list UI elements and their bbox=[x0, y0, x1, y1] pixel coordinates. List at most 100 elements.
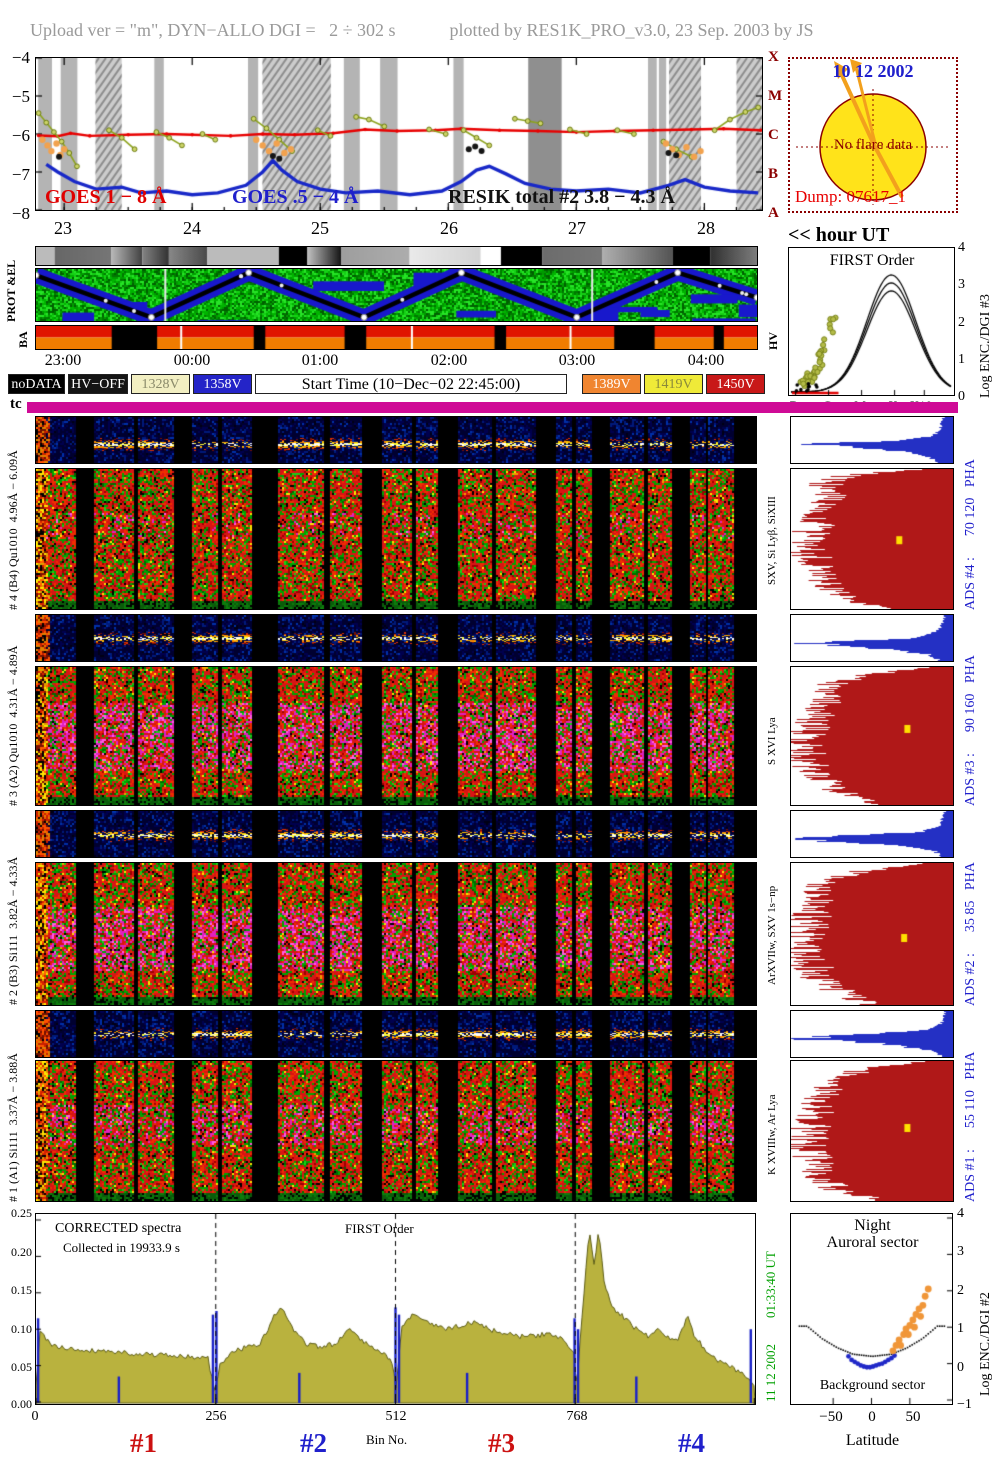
pha-spectrogram-panel bbox=[35, 810, 757, 858]
spectrum-xticks-item: 768 bbox=[566, 1409, 588, 1424]
tc-label: tc bbox=[10, 396, 22, 412]
sector-ylabel: Log ENC./DGI #2 bbox=[978, 1292, 993, 1396]
scatter-canvas bbox=[791, 1214, 952, 1404]
spectrum-xticks-item: 512 bbox=[385, 1409, 407, 1424]
no-flare-text: No flare data bbox=[833, 137, 913, 153]
ba-canvas bbox=[36, 326, 757, 349]
ba-label: BA bbox=[16, 331, 30, 348]
sector-night-label: Night bbox=[854, 1217, 891, 1234]
goes-canvas bbox=[36, 58, 762, 210]
legend-1328v: 1328V bbox=[131, 374, 190, 394]
hist-ads-2 bbox=[791, 863, 953, 1005]
legend-1358v: 1358V bbox=[193, 374, 252, 394]
orbit-times-item: 02:00 bbox=[430, 352, 468, 369]
segment-label: #4 bbox=[678, 1428, 705, 1458]
goes-class-letters-item: M bbox=[768, 88, 783, 104]
segment-label: #3 bbox=[488, 1428, 515, 1458]
segment-label: #1 bbox=[130, 1428, 157, 1458]
spectrum-xticks-item: 256 bbox=[205, 1409, 227, 1424]
pha-spectrogram-panel bbox=[35, 1010, 757, 1058]
latitude-label: Latitude bbox=[845, 1432, 900, 1449]
goes-xticks-item: 25 bbox=[311, 218, 329, 238]
first-order-panel bbox=[788, 247, 955, 396]
hist-pha-0 bbox=[791, 417, 953, 463]
sector-xticks-item: 50 bbox=[905, 1409, 921, 1425]
goes-yticks-item: −5 bbox=[11, 87, 30, 106]
spectro-pha-0 bbox=[36, 417, 756, 463]
legend-nodata: noDATA bbox=[8, 374, 65, 394]
goes-xticks-item: 24 bbox=[183, 218, 201, 238]
sun-disk-graphic bbox=[796, 59, 950, 205]
pha-histogram-panel bbox=[790, 614, 954, 662]
prot-el-panel bbox=[35, 268, 758, 322]
ads-histogram-panel bbox=[790, 468, 954, 610]
ads-histogram-panel bbox=[790, 1060, 954, 1202]
line-id-label: SXV, Si Lyβ, SiXIII bbox=[766, 496, 778, 585]
hist-ads-3 bbox=[791, 1061, 953, 1201]
spectro-ads-3 bbox=[36, 1061, 756, 1201]
first-order-title: FIRST Order bbox=[829, 252, 915, 269]
spectrum-order-label: FIRST Order bbox=[345, 1221, 414, 1236]
spectro-ads-2 bbox=[36, 863, 756, 1005]
orbit-times-item: 00:00 bbox=[173, 352, 211, 369]
channel-axis-label: # 1 (A1) Si111 3.37Å − 3.88Å bbox=[6, 1053, 20, 1202]
goes-xticks-item: 28 bbox=[697, 218, 715, 238]
spectrum-subtitle: Collected in 19933.9 s bbox=[63, 1240, 180, 1255]
spectrum-yticks-item: 0.00 bbox=[11, 1397, 32, 1411]
goes-long-label: GOES 1 − 8 Å bbox=[45, 186, 167, 208]
attitude-strip-panel bbox=[35, 246, 758, 266]
legend-start-time: Start Time (10−Dec−02 22:45:00) bbox=[255, 374, 567, 394]
spectro-ads-0 bbox=[36, 469, 756, 609]
goes-xticks-item: 26 bbox=[440, 218, 458, 238]
first-order-canvas bbox=[789, 248, 954, 395]
sector-yticks-item: 4 bbox=[957, 1206, 964, 1221]
hist-pha-3 bbox=[791, 1011, 953, 1057]
hour-ut-label: << hour UT bbox=[788, 224, 890, 246]
first-order-yticks-item: 4 bbox=[958, 240, 965, 255]
line-id-label: ArXVIIw, SXV 1s−np bbox=[766, 885, 778, 985]
spectrum-xticks-item: 0 bbox=[31, 1409, 39, 1424]
ads-histogram-panel bbox=[790, 666, 954, 806]
first-order-yticks-item: 3 bbox=[958, 277, 965, 292]
hist-ads-0 bbox=[791, 469, 953, 609]
spectrum-yticks-item: 0.15 bbox=[11, 1283, 32, 1297]
sector-xticks-item: 0 bbox=[868, 1409, 876, 1425]
prot-canvas bbox=[36, 269, 757, 321]
pha-spectrogram-panel bbox=[35, 416, 757, 464]
ba-panel bbox=[35, 325, 758, 350]
spectrum-yticks-item: 0.10 bbox=[11, 1322, 32, 1336]
channel-right-label: ADS #4 : 70 120 PHA bbox=[963, 459, 978, 610]
spectro-pha-3 bbox=[36, 1011, 756, 1057]
goes-flux-panel bbox=[35, 57, 763, 211]
segment-label: #2 bbox=[300, 1428, 327, 1458]
channel-right-label: ADS #2 : 35 85 PHA bbox=[963, 862, 978, 1006]
legend-hv-off: HV−OFF bbox=[68, 374, 128, 394]
hist-pha-1 bbox=[791, 615, 953, 661]
goes-class-letters-item: C bbox=[768, 127, 779, 143]
first-order-yticks-item: 0 bbox=[958, 389, 965, 404]
dump-label: Dump: 07617_1 bbox=[795, 187, 906, 206]
legend-1450v: 1450V bbox=[706, 374, 765, 394]
hv-label: HV bbox=[766, 332, 780, 350]
orbit-times-item: 04:00 bbox=[687, 352, 725, 369]
ads-histogram-panel bbox=[790, 862, 954, 1006]
sector-background-label: Background sector bbox=[819, 1378, 926, 1393]
goes-yticks-item: −6 bbox=[11, 126, 30, 145]
spectrum-canvas bbox=[36, 1214, 755, 1404]
sector-xticks-item: −50 bbox=[819, 1409, 843, 1425]
spectro-pha-2 bbox=[36, 811, 756, 857]
goes-yticks-item: −7 bbox=[11, 165, 30, 184]
prot-el-label: PROT &EL bbox=[4, 259, 18, 322]
line-id-label: K XVIIIw, Ar Lya bbox=[766, 1094, 778, 1175]
goes-yticks-item: −4 bbox=[11, 48, 30, 67]
hist-pha-2 bbox=[791, 811, 953, 857]
tc-bar bbox=[27, 402, 958, 413]
orbit-times-item: 03:00 bbox=[558, 352, 596, 369]
legend-1419v: 1419V bbox=[644, 374, 703, 394]
ads-spectrogram-panel bbox=[35, 666, 757, 806]
first-order-yticks-item: 2 bbox=[958, 315, 965, 330]
bin-no-label: Bin No. bbox=[366, 1432, 408, 1447]
resik-total-label: RESIK total #2 3.8 − 4.3 Å bbox=[448, 186, 675, 208]
arrow-icon bbox=[850, 59, 862, 73]
gray-strip-canvas bbox=[36, 247, 757, 265]
